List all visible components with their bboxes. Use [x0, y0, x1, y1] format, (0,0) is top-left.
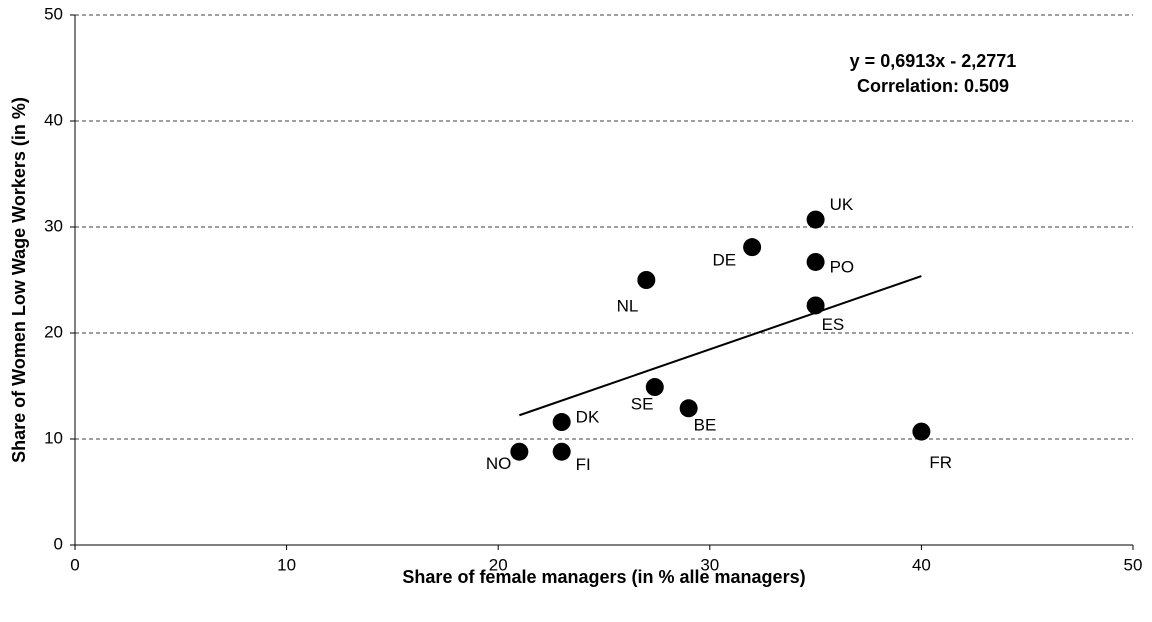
x-tick-label: 40: [912, 555, 931, 574]
point-label: DE: [712, 251, 736, 270]
point: [806, 296, 825, 315]
y-tick-label: 30: [44, 216, 63, 235]
x-tick-label: 0: [70, 555, 79, 574]
y-tick-label: 0: [54, 534, 63, 553]
point-label: ES: [822, 315, 845, 334]
point: [552, 413, 571, 432]
point-label: SE: [631, 395, 654, 414]
y-tick-label: 20: [44, 322, 63, 341]
equation: y = 0,6913x - 2,2771: [850, 51, 1017, 71]
point-label: FR: [929, 453, 952, 472]
point: [806, 252, 825, 271]
y-axis-label: Share of Women Low Wage Workers (in %): [9, 97, 29, 463]
point-label: PO: [830, 257, 855, 276]
y-tick-label: 10: [44, 428, 63, 447]
point-label: BE: [694, 416, 717, 435]
point: [912, 422, 931, 441]
point: [806, 210, 825, 229]
trendline: [519, 275, 922, 417]
correlation: Correlation: 0.509: [857, 76, 1009, 96]
x-tick-label: 30: [700, 555, 719, 574]
point-label: NL: [617, 296, 639, 315]
y-tick-label: 50: [44, 4, 63, 23]
x-tick-label: 20: [489, 555, 508, 574]
y-tick-label: 40: [44, 110, 63, 129]
point: [743, 238, 762, 257]
point: [679, 399, 698, 418]
point: [637, 271, 656, 289]
x-tick-label: 10: [277, 555, 296, 574]
x-tick-label: 50: [1124, 555, 1143, 574]
point-label: NO: [486, 454, 512, 473]
point: [552, 442, 571, 461]
point: [510, 442, 529, 461]
point: [645, 378, 664, 397]
point-label: UK: [830, 195, 854, 214]
x-axis-label: Share of female managers (in % alle mana…: [402, 567, 805, 587]
point-label: FI: [576, 455, 591, 474]
point-label: DK: [576, 408, 600, 427]
